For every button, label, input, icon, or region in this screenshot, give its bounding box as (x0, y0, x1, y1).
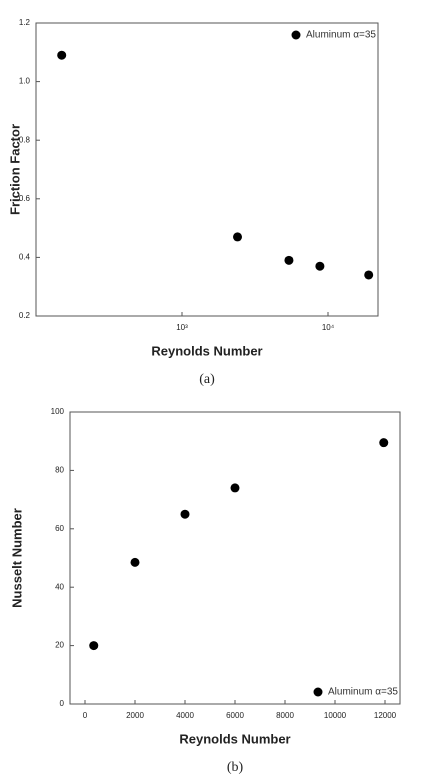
scatter-point (233, 232, 243, 242)
caption: (a) (199, 372, 215, 387)
scatter-point (284, 255, 294, 265)
scatter-point (379, 438, 389, 448)
y-tick-label: 0 (60, 699, 65, 708)
y-tick-label: 0.6 (19, 194, 31, 203)
y-tick-label: 20 (55, 641, 64, 650)
scatter-point (364, 270, 374, 280)
caption: (b) (227, 760, 244, 774)
y-tick-label: 0.8 (19, 135, 31, 144)
x-tick-label: 2000 (126, 711, 144, 720)
scatter-point (230, 483, 240, 493)
scatter-point (180, 509, 190, 519)
scatter-point (130, 557, 140, 567)
y-tick-label: 0.4 (19, 253, 31, 262)
x-axis-title: Reynolds Number (179, 731, 290, 746)
x-tick-label: 12000 (374, 711, 397, 720)
y-axis-title: Friction Factor (7, 124, 22, 215)
x-tick-label: 10⁴ (322, 323, 335, 332)
x-tick-label: 8000 (276, 711, 294, 720)
y-tick-label: 100 (51, 407, 65, 416)
y-axis-title: Nusselt Number (9, 508, 24, 608)
scatter-point (89, 641, 99, 651)
x-axis-title: Reynolds Number (151, 343, 262, 358)
legend-label: Aluminum α=35 (306, 30, 376, 41)
y-tick-label: 80 (55, 466, 64, 475)
legend-marker (291, 30, 301, 40)
y-tick-label: 1.0 (19, 77, 31, 86)
y-tick-label: 60 (55, 524, 64, 533)
scatter-point (57, 50, 67, 60)
legend-label: Aluminum α=35 (328, 687, 398, 698)
x-tick-label: 10000 (324, 711, 347, 720)
y-tick-label: 1.2 (19, 18, 31, 27)
x-tick-label: 0 (83, 711, 88, 720)
scatter-point (315, 261, 325, 271)
x-tick-label: 6000 (226, 711, 244, 720)
y-tick-label: 40 (55, 582, 64, 591)
x-tick-label: 4000 (176, 711, 194, 720)
plot-frame (69, 411, 401, 705)
y-tick-label: 0.2 (19, 311, 31, 320)
legend-marker (313, 687, 323, 697)
x-tick-label: 10³ (176, 323, 188, 332)
plot-frame (35, 22, 379, 317)
